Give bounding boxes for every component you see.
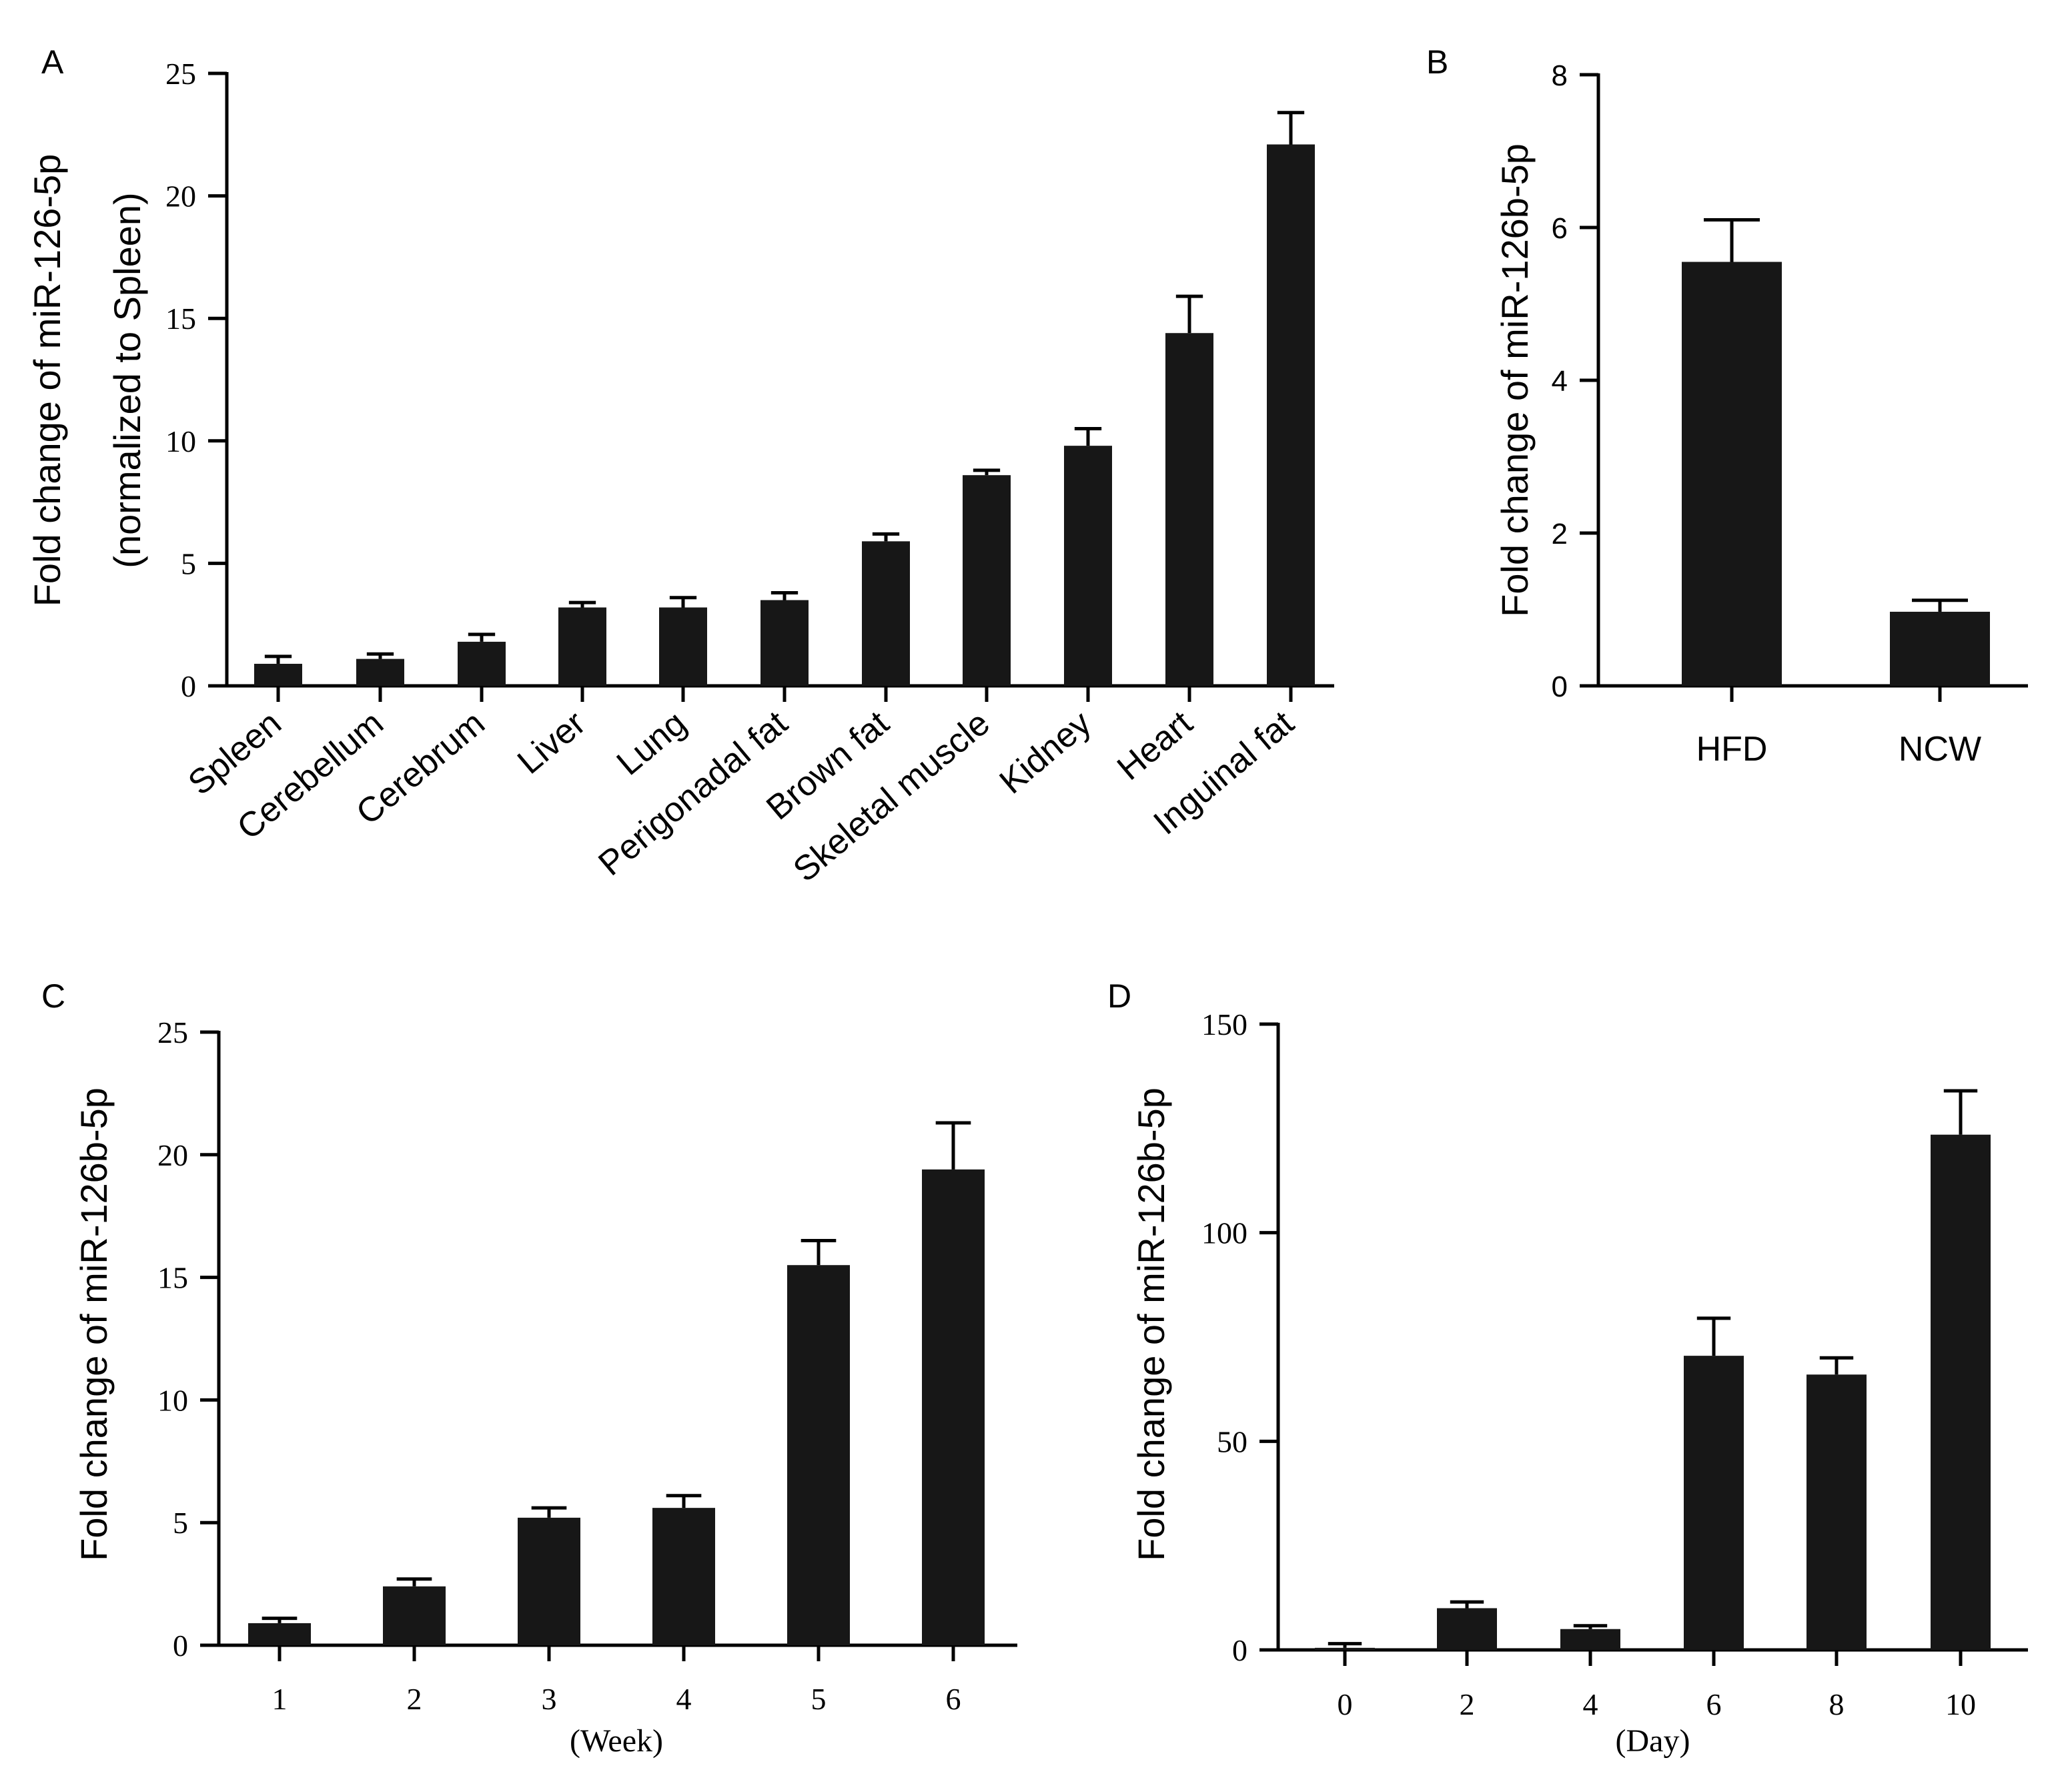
x-category-label: 5 <box>811 1682 827 1716</box>
panel-a: A 0 5 10 15 20 25 Fold change of miR-126-5p (nor… <box>26 43 1334 889</box>
y-tick-label: 10 <box>165 424 196 458</box>
y-axis-subtitle: (normalized to Spleen) <box>106 192 148 568</box>
panel-letter: B <box>1426 43 1448 81</box>
x-category-label: Liver <box>510 704 593 782</box>
bar <box>1064 446 1112 686</box>
bar <box>458 641 506 686</box>
x-category-label: 1 <box>272 1682 288 1716</box>
x-axis-title: (Week) <box>570 1723 663 1759</box>
y-tick-label: 10 <box>157 1383 188 1417</box>
y-tick-label: 50 <box>1217 1424 1247 1458</box>
x-category-label: 6 <box>1706 1687 1722 1721</box>
bar <box>558 607 606 686</box>
x-axis-title: (Day) <box>1616 1723 1690 1759</box>
y-tick-label: 0 <box>1232 1633 1247 1667</box>
bar <box>963 475 1011 686</box>
y-tick-label: 20 <box>165 179 196 213</box>
bar <box>1890 611 1990 686</box>
x-category-label: Lung <box>610 704 694 783</box>
bar <box>518 1517 580 1645</box>
y-tick-label: 5 <box>181 546 196 580</box>
panel-letter: D <box>1107 977 1131 1015</box>
x-category-label: 3 <box>542 1682 557 1716</box>
bar <box>652 1508 715 1645</box>
y-tick-label: 0 <box>173 1629 188 1663</box>
bar <box>1931 1134 1991 1650</box>
y-tick-label: 2 <box>1552 518 1568 550</box>
x-category-label: HFD <box>1696 730 1768 769</box>
x-category-label: 4 <box>1583 1687 1598 1721</box>
bar <box>1267 144 1315 686</box>
bar <box>760 600 809 686</box>
bar <box>1437 1608 1497 1650</box>
bar <box>862 541 910 686</box>
y-tick-label: 20 <box>157 1138 188 1172</box>
y-axis-title: Fold change of miR-126-5p <box>26 154 68 607</box>
panel-d: D 0 50 100 150 Fold change of miR-126b-5p 0 2 4 6… <box>1107 977 2028 1759</box>
x-category-label: 6 <box>946 1682 961 1716</box>
x-category-label: 0 <box>1338 1687 1353 1721</box>
bar <box>1682 262 1782 686</box>
y-tick-label: 5 <box>173 1506 188 1540</box>
x-category-label: 10 <box>1945 1687 1976 1721</box>
bar <box>254 663 302 686</box>
y-tick-label: 8 <box>1552 59 1568 92</box>
x-category-label: 2 <box>1460 1687 1475 1721</box>
x-category-label: NCW <box>1899 730 1981 769</box>
x-category-label: Heart <box>1110 703 1200 788</box>
y-axis-title: Fold change of miR-126b-5p <box>1494 143 1536 617</box>
y-tick-label: 100 <box>1201 1216 1247 1250</box>
bar <box>1315 1647 1375 1650</box>
bar <box>787 1265 850 1645</box>
y-tick-label: 15 <box>157 1261 188 1295</box>
y-tick-label: 6 <box>1552 212 1568 245</box>
panel-c: C 0 5 10 15 20 25 Fold change of miR-126b-5p 1 2 3… <box>41 977 1017 1759</box>
bar <box>1806 1374 1867 1650</box>
y-tick-label: 150 <box>1201 1007 1247 1041</box>
y-axis-title: Fold change of miR-126b-5p <box>73 1087 115 1561</box>
bar <box>1165 333 1213 686</box>
y-tick-label: 25 <box>157 1015 188 1049</box>
bar <box>659 607 707 686</box>
y-tick-label: 0 <box>181 669 196 703</box>
panel-letter: C <box>41 977 65 1015</box>
x-category-label: 8 <box>1829 1687 1845 1721</box>
panel-letter: A <box>41 43 64 81</box>
bar <box>356 658 404 686</box>
x-category-label: 2 <box>407 1682 422 1716</box>
y-tick-label: 0 <box>1552 671 1568 703</box>
x-category-label: Kidney <box>993 704 1099 802</box>
y-tick-label: 15 <box>165 302 196 336</box>
y-axis-title: Fold change of miR-126b-5p <box>1130 1087 1172 1561</box>
y-tick-label: 4 <box>1552 365 1568 398</box>
x-category-label: 4 <box>676 1682 692 1716</box>
bar <box>922 1169 985 1645</box>
y-tick-label: 25 <box>165 57 196 91</box>
panel-b: B 0 2 4 6 8 Fold change of miR-126b-5p HFD NCW <box>1426 43 2028 769</box>
bar <box>1684 1356 1744 1650</box>
bar <box>1560 1629 1620 1650</box>
bar <box>383 1586 446 1645</box>
bar <box>248 1623 311 1645</box>
